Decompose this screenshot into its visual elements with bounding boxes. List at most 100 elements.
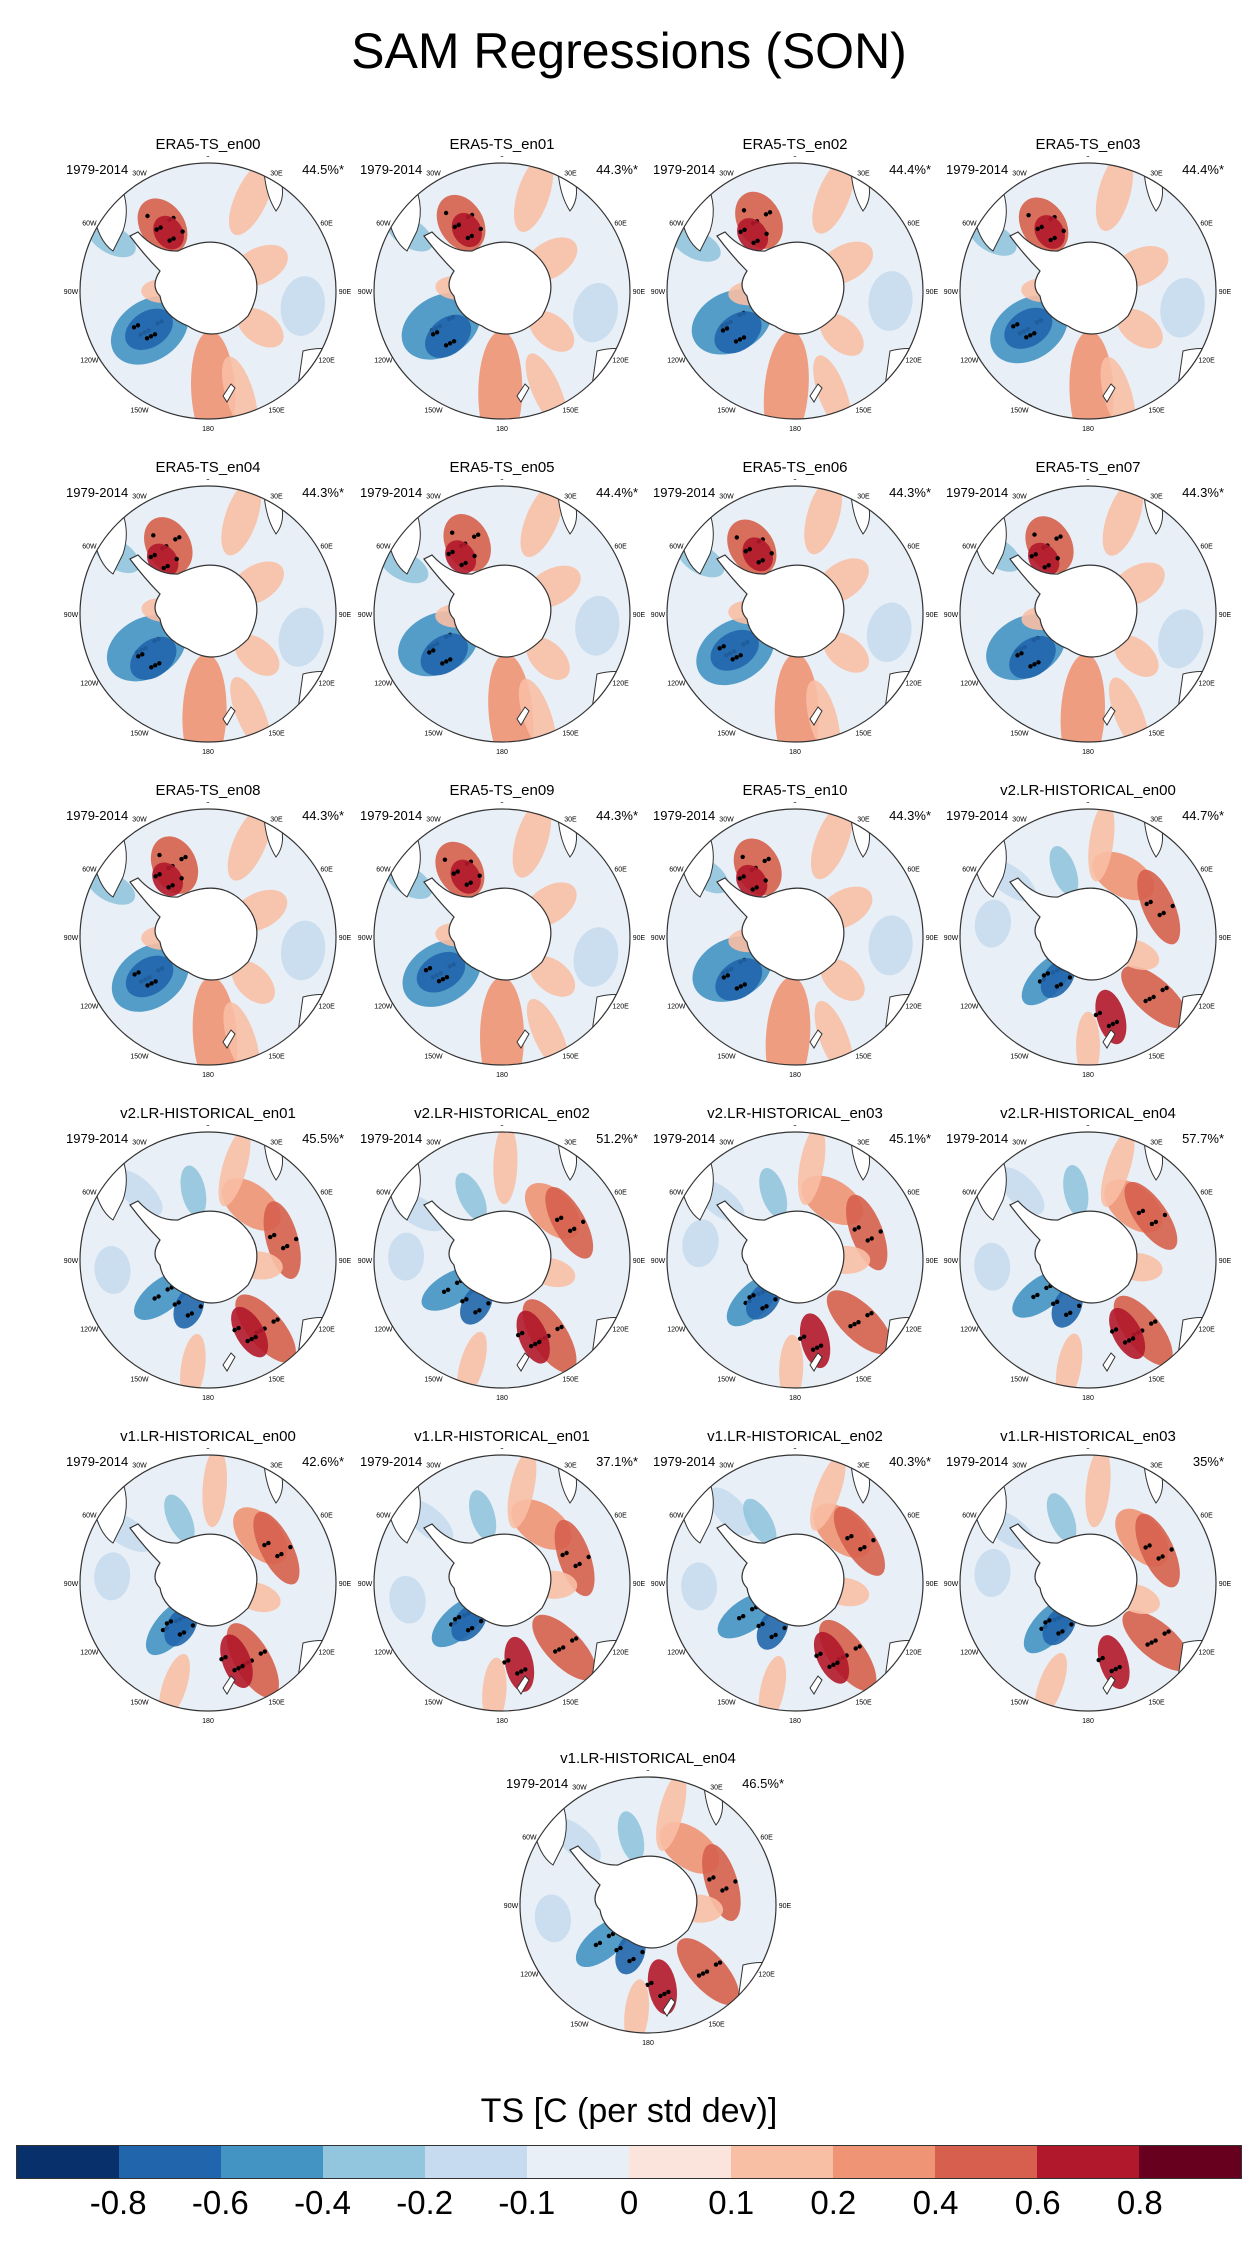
panel-title: ERA5-TS_en10 — [742, 782, 848, 799]
longitude-label: 150W — [717, 408, 736, 415]
significance-dot — [1031, 1294, 1036, 1300]
significance-dot — [1024, 335, 1029, 340]
longitude-label: 30E — [270, 170, 283, 177]
map-panel: v2.LR-HISTORICAL_en03 1979-2014 45.1%* 0 30E… — [645, 1105, 945, 1415]
longitude-label: 30W — [572, 1784, 587, 1791]
antarctica-land — [423, 1523, 552, 1627]
longitude-label: 120W — [960, 681, 979, 688]
significance-dot — [190, 1623, 196, 1628]
longitude-label: 30W — [132, 1462, 147, 1469]
significance-dot — [747, 547, 752, 552]
longitude-label: 60E — [614, 1513, 627, 1520]
map-panel: v2.LR-HISTORICAL_en04 1979-2014 57.7%* 0 30E… — [938, 1105, 1238, 1415]
significance-dot — [132, 972, 137, 977]
map-panel: ERA5-TS_en07 1979-2014 44.3%* 0 30E 60E 90E 120… — [938, 459, 1238, 769]
anomaly-patch — [617, 1811, 645, 1863]
significance-dot — [696, 1973, 702, 1978]
panel-period: 1979-2014 — [506, 1776, 569, 1791]
significance-dot — [232, 1327, 237, 1333]
longitude-label: 150W — [717, 1054, 736, 1061]
significance-dot — [782, 1625, 787, 1631]
longitude-label: 90W — [358, 289, 373, 296]
longitude-label: 60W — [376, 544, 391, 551]
longitude-label: 30W — [719, 1139, 734, 1146]
anomaly-patch — [478, 330, 523, 419]
significance-dot — [649, 1980, 654, 1986]
significance-dot — [564, 1550, 569, 1556]
panel-period: 1979-2014 — [946, 485, 1009, 500]
anomaly-patch — [1114, 635, 1159, 677]
longitude-label: 90W — [944, 1581, 959, 1588]
significance-dot — [464, 882, 469, 887]
significance-dot — [189, 1311, 194, 1316]
longitude-label: 30E — [857, 1462, 870, 1469]
significance-dot — [555, 1217, 560, 1222]
anomaly-patch — [742, 537, 773, 572]
anomaly-patch — [389, 1575, 426, 1624]
anomaly-patch — [656, 1777, 687, 1851]
anomaly-patch — [182, 653, 227, 742]
significance-dot — [724, 326, 730, 331]
significance-dot — [742, 982, 747, 987]
longitude-label: 90W — [944, 1258, 959, 1265]
significance-dot — [627, 1958, 632, 1964]
significance-dot — [845, 1536, 850, 1541]
significance-dot — [751, 240, 756, 245]
significance-dot — [1136, 1210, 1142, 1216]
new-zealand-land — [222, 1675, 236, 1695]
longitude-label: 30W — [1012, 816, 1027, 823]
map-boundary — [666, 1454, 924, 1712]
significance-dot — [1011, 324, 1016, 329]
longitude-label: 120E — [1198, 358, 1215, 365]
anomaly-patch — [94, 1246, 131, 1294]
significance-dot — [1033, 552, 1038, 557]
longitude-label: 60E — [1200, 544, 1213, 551]
new-zealand-land — [516, 1352, 530, 1372]
longitude-label: 30E — [857, 816, 870, 823]
significance-dot — [738, 984, 743, 989]
significance-dot — [452, 1617, 458, 1622]
significance-dot — [469, 233, 474, 239]
longitude-label: 60W — [376, 867, 391, 874]
anomaly-patch — [482, 1657, 507, 1711]
longitude-label: 180 — [496, 1718, 508, 1725]
new-zealand-land — [1102, 1352, 1116, 1372]
anomaly-patch — [554, 1519, 595, 1597]
longitude-label: 180 — [789, 1718, 801, 1725]
panel-period: 1979-2014 — [360, 1131, 423, 1146]
significance-dot — [1114, 1019, 1120, 1025]
longitude-label: 180 — [202, 1395, 214, 1402]
longitude-label: 120W — [520, 1972, 539, 1979]
significance-dot — [849, 1534, 854, 1539]
longitude-label: 60E — [1200, 1513, 1213, 1520]
new-zealand-land — [1102, 1675, 1116, 1695]
map-panel: ERA5-TS_en01 1979-2014 44.3%* 0 30E 60E 90E 120… — [352, 136, 652, 446]
longitude-label: 180 — [1082, 1072, 1094, 1079]
significance-dot — [464, 1297, 469, 1302]
significance-dot — [131, 325, 137, 330]
significance-dot — [157, 661, 162, 666]
significance-dot — [533, 1341, 538, 1347]
longitude-label: 120W — [667, 1327, 686, 1334]
panel-period: 1979-2014 — [653, 162, 716, 177]
anomaly-patch — [451, 212, 482, 248]
significance-dot — [773, 1297, 778, 1302]
longitude-label: 90W — [944, 289, 959, 296]
anomaly-patch — [115, 1170, 163, 1217]
significance-dot — [1097, 1010, 1103, 1016]
significance-dot — [737, 876, 742, 881]
longitude-label: 120E — [612, 1327, 629, 1334]
significance-dot — [570, 1638, 575, 1643]
colorbar-swatch — [833, 2146, 935, 2178]
significance-dot — [734, 535, 739, 540]
colorbar-tick-label: -0.6 — [191, 2184, 249, 2221]
anomaly-patch — [1088, 809, 1115, 882]
significance-dot — [1109, 1668, 1114, 1674]
anomaly-patch — [520, 486, 564, 558]
map-boundary — [959, 485, 1217, 743]
longitude-label: 30W — [1012, 1462, 1027, 1469]
significance-dot — [1036, 660, 1041, 665]
longitude-label: 30E — [270, 816, 283, 823]
significance-dot — [443, 210, 449, 216]
significance-dot — [1045, 971, 1051, 976]
